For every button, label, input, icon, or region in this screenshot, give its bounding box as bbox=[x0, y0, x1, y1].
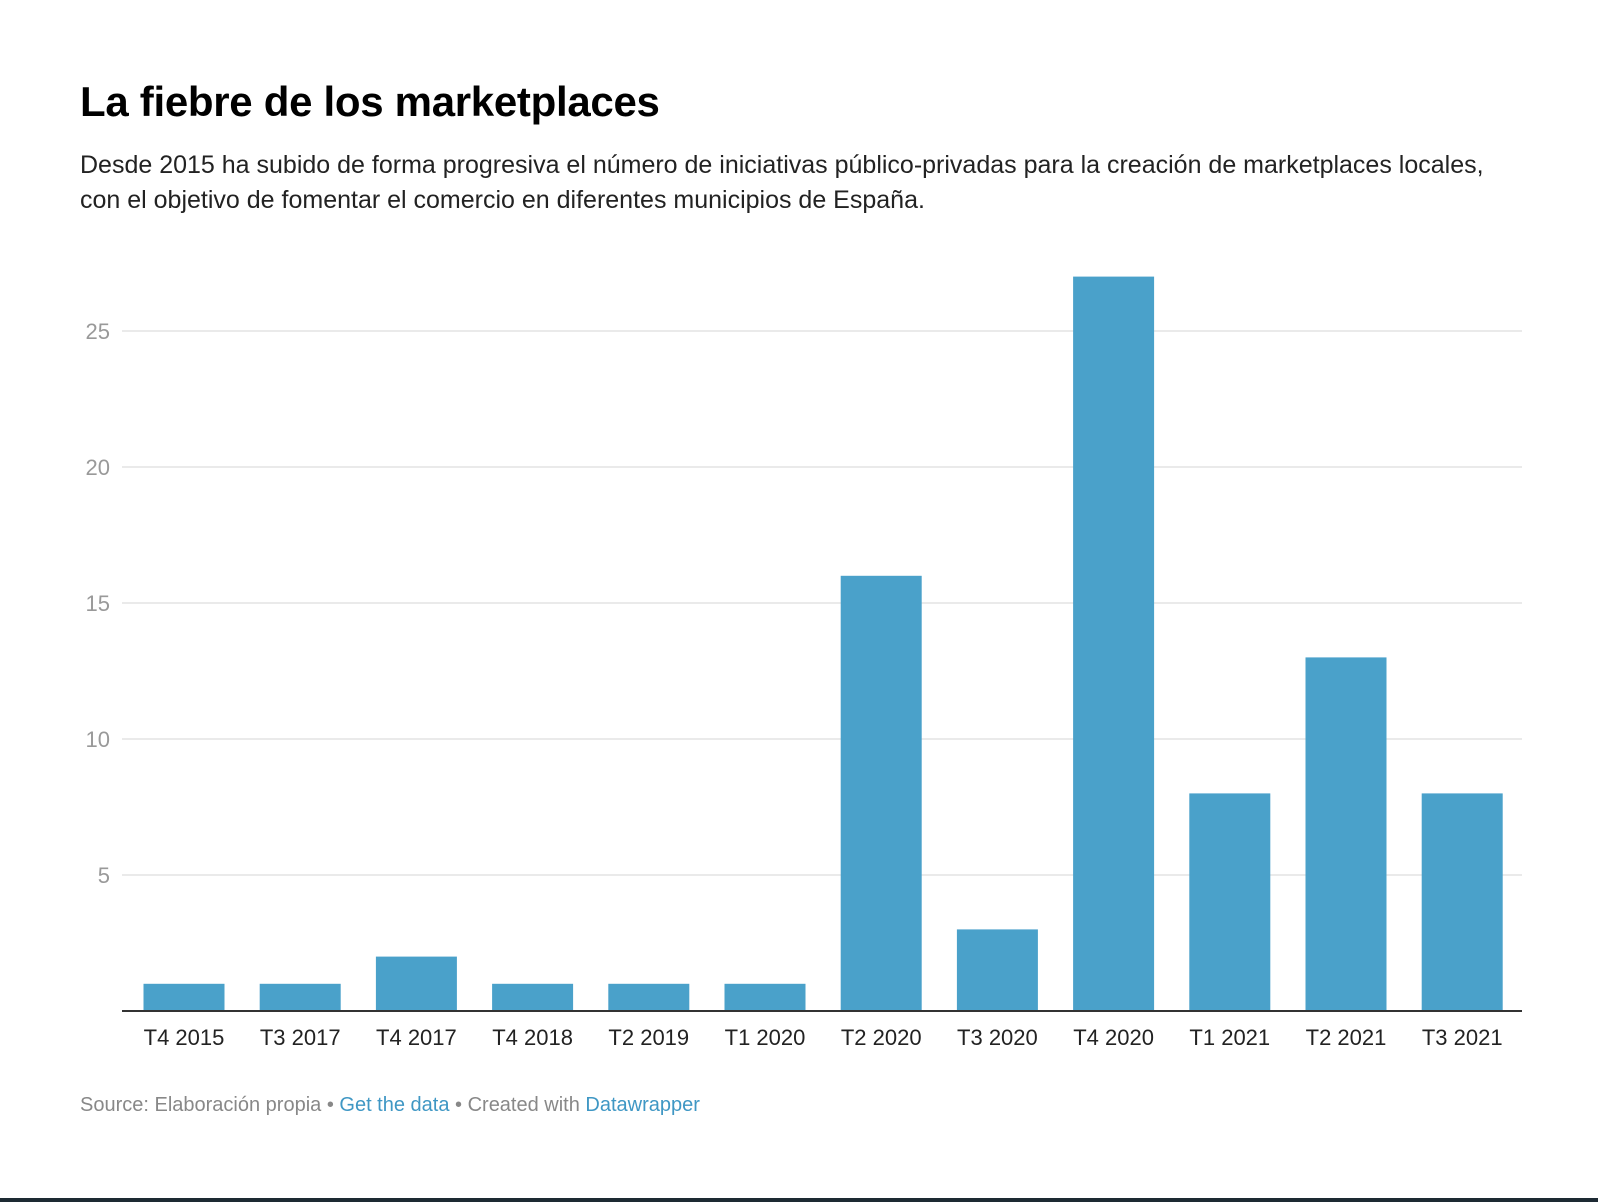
bar-t3-2021 bbox=[1421, 793, 1503, 1011]
y-tick-label-15: 15 bbox=[86, 591, 110, 616]
bar-t1-2021 bbox=[1189, 793, 1271, 1011]
x-tick-label-t3-2020: T3 2020 bbox=[957, 1025, 1038, 1050]
x-tick-label-t4-2018: T4 2018 bbox=[492, 1025, 573, 1050]
chart-footer: Source: Elaboración propia • Get the dat… bbox=[80, 1094, 700, 1117]
x-tick-label-t2-2020: T2 2020 bbox=[841, 1025, 922, 1050]
get-the-data-link[interactable]: Get the data bbox=[339, 1094, 450, 1116]
bar-t4-2017 bbox=[375, 956, 457, 1011]
bar-t1-2020 bbox=[724, 983, 806, 1011]
x-tick-label-t2-2019: T2 2019 bbox=[608, 1025, 689, 1050]
source-text: Elaboración propia bbox=[154, 1094, 322, 1116]
x-tick-label-t3-2017: T3 2017 bbox=[260, 1025, 341, 1050]
x-tick-label-t1-2020: T1 2020 bbox=[725, 1025, 806, 1050]
y-tick-label-25: 25 bbox=[86, 319, 110, 344]
y-tick-label-5: 5 bbox=[98, 863, 110, 888]
bottom-border bbox=[0, 1198, 1598, 1202]
datawrapper-link[interactable]: Datawrapper bbox=[585, 1094, 700, 1116]
y-tick-label-20: 20 bbox=[86, 455, 110, 480]
chart-subtitle: Desde 2015 ha subido de forma progresiva… bbox=[80, 151, 1484, 214]
y-axis-tick-labels: 5 10 15 20 25 bbox=[86, 319, 110, 888]
x-tick-label-t3-2021: T3 2021 bbox=[1422, 1025, 1503, 1050]
bar-t4-2018 bbox=[492, 983, 574, 1011]
x-tick-label-t1-2021: T1 2021 bbox=[1189, 1025, 1270, 1050]
bar-t2-2019 bbox=[608, 983, 690, 1011]
x-tick-label-t4-2017: T4 2017 bbox=[376, 1025, 457, 1050]
created-with-text: • Created with bbox=[449, 1094, 586, 1116]
chart-title: La fiebre de los marketplaces bbox=[80, 78, 660, 125]
source-prefix: Source: bbox=[80, 1094, 155, 1116]
bars bbox=[143, 276, 1503, 1012]
y-tick-label-10: 10 bbox=[86, 727, 110, 752]
footer-separator: • bbox=[321, 1094, 340, 1116]
gridlines bbox=[122, 330, 1522, 876]
bar-t4-2015 bbox=[143, 983, 225, 1011]
bar-t3-2020 bbox=[956, 929, 1038, 1011]
x-axis-tick-labels: T4 2015 T3 2017 T4 2017 T4 2018 T2 2019 T1 20… bbox=[144, 1025, 1503, 1050]
bar-t4-2020 bbox=[1073, 276, 1155, 1012]
bar-t2-2020 bbox=[840, 575, 922, 1011]
x-tick-label-t2-2021: T2 2021 bbox=[1306, 1025, 1387, 1050]
x-tick-label-t4-2020: T4 2020 bbox=[1073, 1025, 1154, 1050]
x-tick-label-t4-2015: T4 2015 bbox=[144, 1025, 225, 1050]
bar-t2-2021 bbox=[1305, 657, 1387, 1011]
bar-chart: 5 10 15 20 25 T4 2015 T3 2017 T4 2017 T4 2018 T2… bbox=[86, 276, 1522, 1050]
bar-t3-2017 bbox=[259, 983, 341, 1011]
